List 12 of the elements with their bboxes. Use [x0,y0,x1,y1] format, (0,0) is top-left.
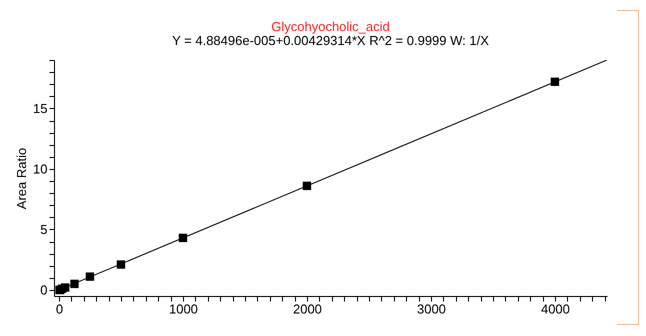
y-tick-label: 10 [33,161,48,176]
x-tick-label: 4000 [540,302,570,316]
x-tick-label: 0 [56,302,64,316]
y-tick-label: 15 [33,100,48,116]
chart-title: Glycohyocholic_acid [271,19,390,34]
y-axis-title: Area Ratio [14,148,30,210]
y-tick-label: 5 [40,222,48,237]
x-tick-label: 1000 [168,302,198,316]
x-tick-label: 2000 [292,302,322,316]
y-tick-label: 0 [40,282,48,298]
chart-subtitle: Y = 4.88496e-005+0.00429314*X R^2 = 0.9999 W: 1/X [172,33,490,48]
x-tick-label: 3000 [416,302,446,316]
